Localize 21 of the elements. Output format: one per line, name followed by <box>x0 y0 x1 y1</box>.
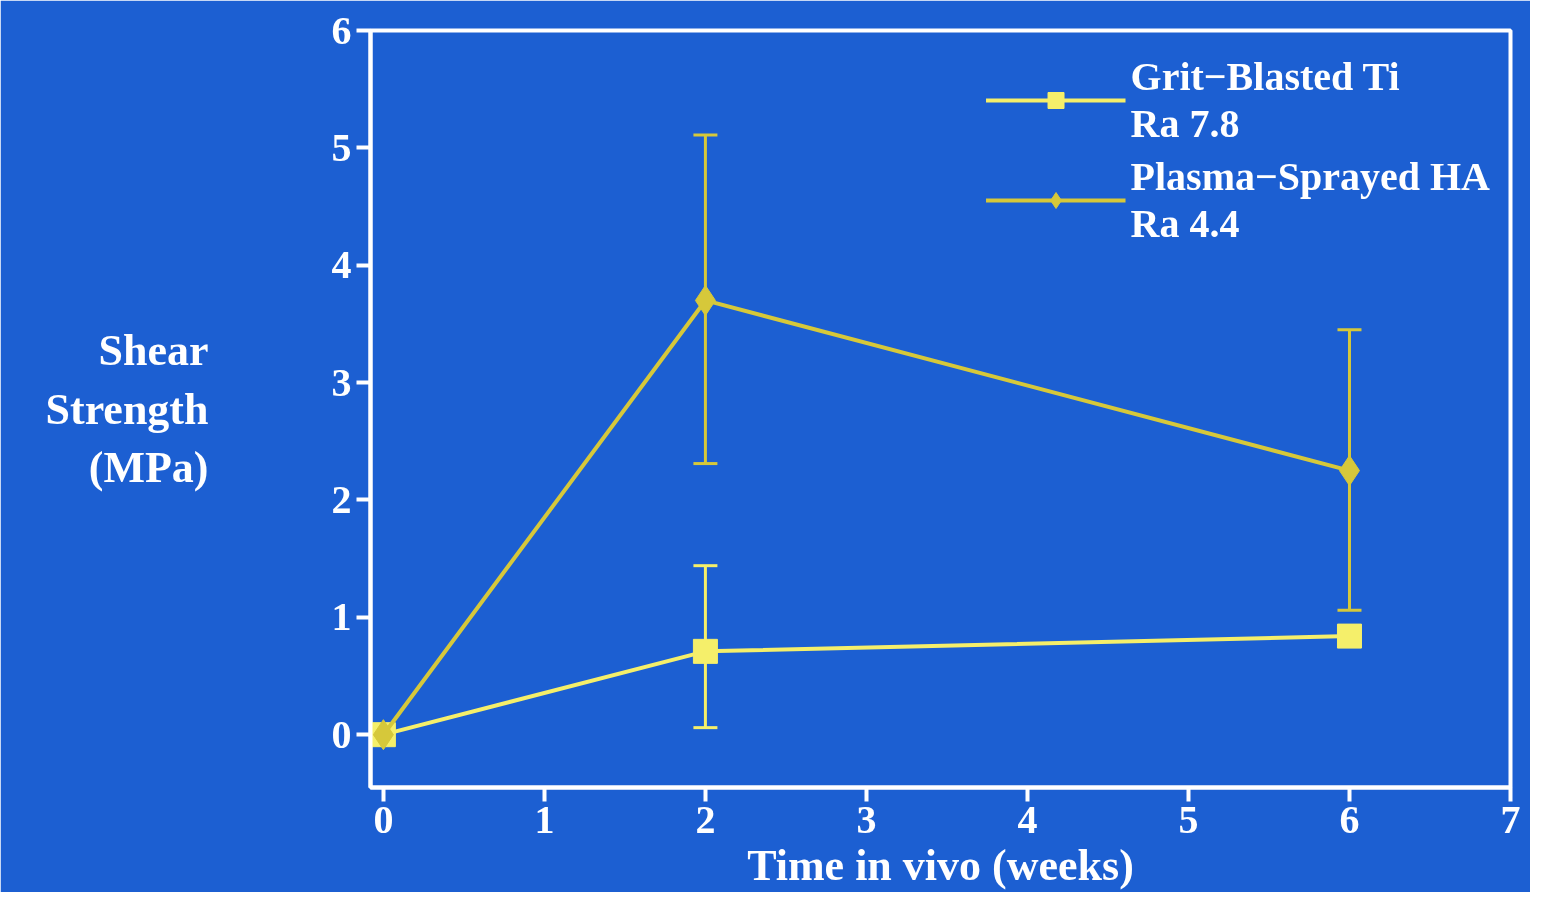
x-tick-label: 6 <box>1339 796 1360 842</box>
y-tick-label: 1 <box>331 594 352 640</box>
x-tick-label: 3 <box>856 796 877 842</box>
x-axis-title: Time in vivo (weeks) <box>747 840 1134 890</box>
legend-label: Plasma−Sprayed HA Ra 4.4 <box>1130 153 1490 248</box>
x-tick-label: 2 <box>695 796 716 842</box>
y-tick-label: 2 <box>331 476 352 522</box>
x-tick-label: 7 <box>1500 796 1521 842</box>
y-axis-title: Shear Strength (MPa) <box>45 325 209 493</box>
y-tick-label: 5 <box>331 124 352 170</box>
x-tick-label: 4 <box>1017 796 1038 842</box>
x-tick-label: 0 <box>373 796 394 842</box>
y-tick-label: 6 <box>331 7 352 53</box>
x-tick-label: 1 <box>534 796 555 842</box>
point <box>1336 623 1362 649</box>
y-tick-label: 3 <box>331 359 352 405</box>
x-tick-label: 5 <box>1178 796 1199 842</box>
y-tick-label: 4 <box>331 242 352 288</box>
y-tick-label: 0 <box>331 711 352 757</box>
legend-label: Grit−Blasted Ti Ra 7.8 <box>1130 53 1400 148</box>
point <box>692 638 718 664</box>
